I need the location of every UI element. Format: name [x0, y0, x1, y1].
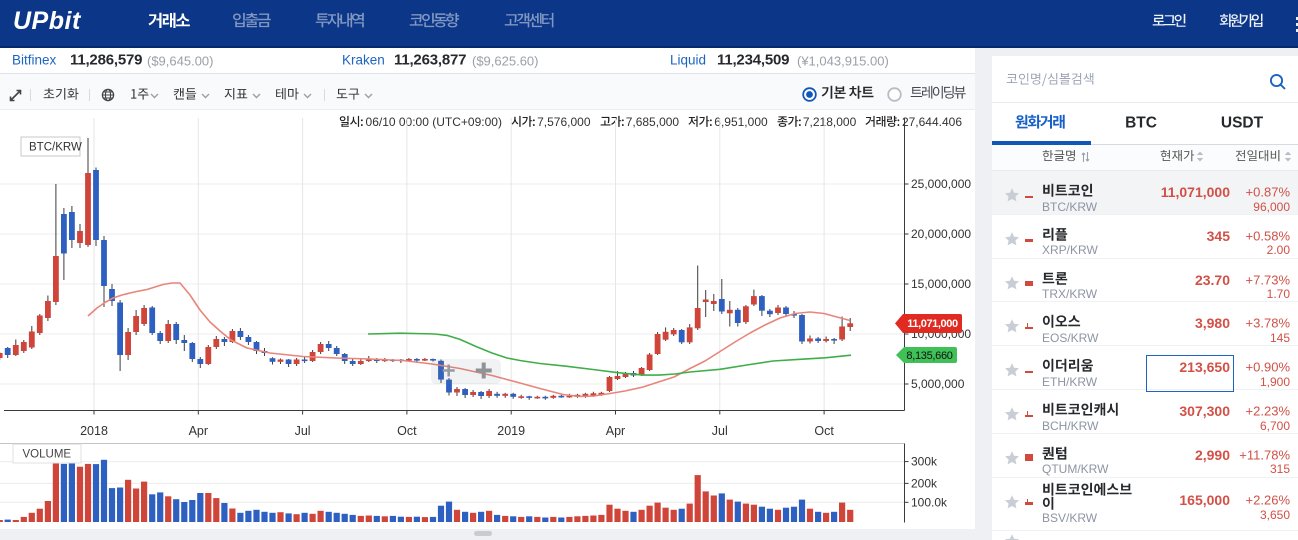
- svg-text:Oct: Oct: [397, 424, 417, 438]
- svg-text:300k: 300k: [911, 455, 938, 469]
- svg-text:Oct: Oct: [814, 424, 834, 438]
- svg-text:8,135,660: 8,135,660: [906, 350, 952, 362]
- svg-text:15,000,000: 15,000,000: [911, 277, 971, 291]
- svg-text:Apr: Apr: [189, 424, 208, 438]
- svg-text:20,000,000: 20,000,000: [911, 227, 971, 241]
- svg-text:VOLUME: VOLUME: [23, 449, 72, 461]
- svg-text:Jul: Jul: [295, 424, 311, 438]
- svg-text:5,000,000: 5,000,000: [911, 377, 965, 391]
- svg-text:2018: 2018: [80, 424, 108, 438]
- svg-text:25,000,000: 25,000,000: [911, 177, 971, 191]
- svg-text:2019: 2019: [497, 424, 525, 438]
- svg-text:Apr: Apr: [606, 424, 625, 438]
- svg-text:11,071,000: 11,071,000: [907, 318, 958, 330]
- svg-text:200k: 200k: [911, 476, 938, 490]
- svg-text:Jul: Jul: [712, 424, 728, 438]
- svg-text:100.0k: 100.0k: [911, 495, 948, 509]
- svg-text:BTC/KRW: BTC/KRW: [29, 142, 82, 154]
